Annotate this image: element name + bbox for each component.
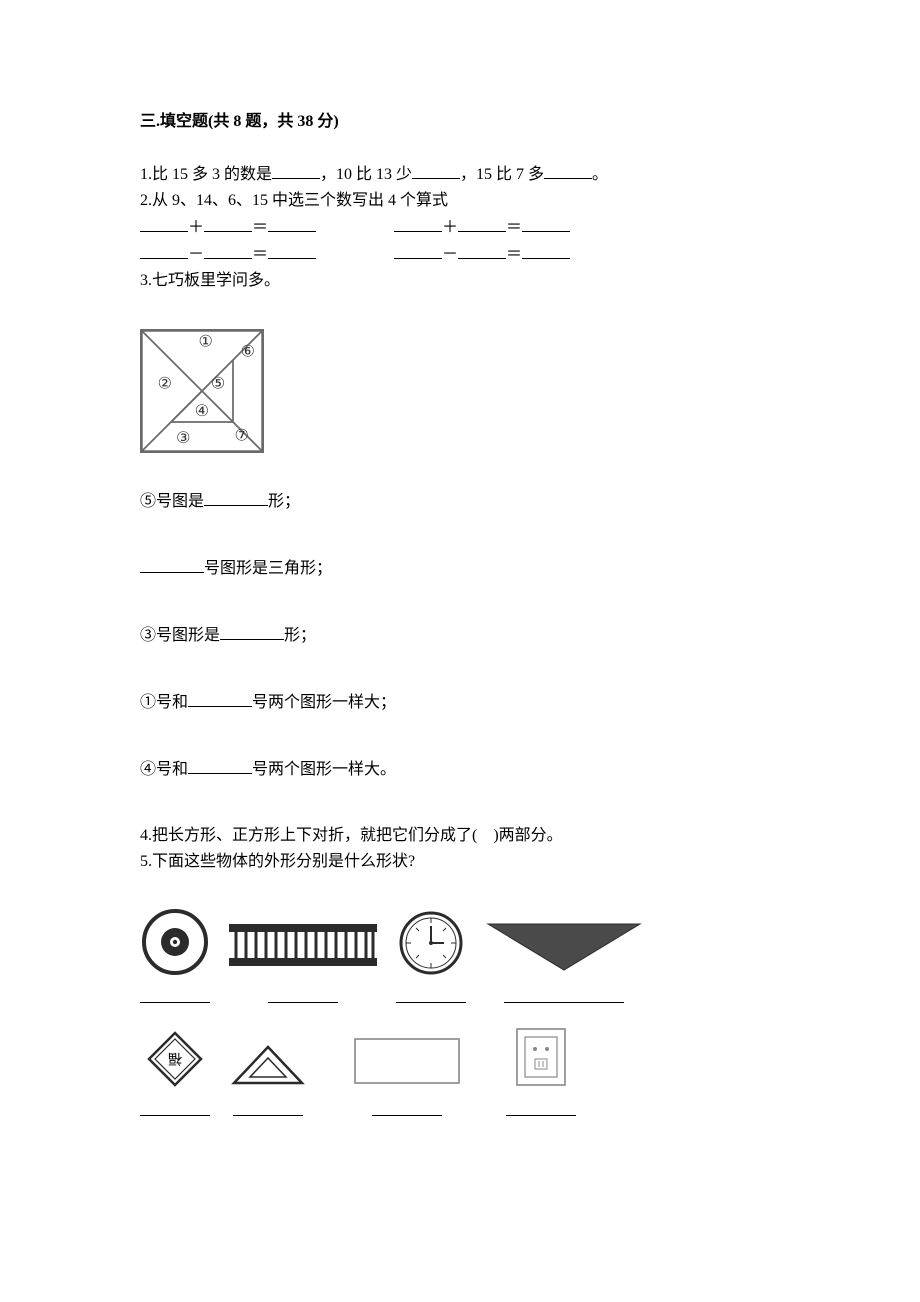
q2-blank [268,242,316,259]
q2-blank [458,242,506,259]
q2-title: 2.从 9、14、6、15 中选三个数写出 4 个算式 [140,189,780,213]
q1-blank-3 [544,162,592,179]
q2-row2: － ＝ － ＝ [140,242,780,267]
q2-op: ＝ [506,246,522,263]
shape-blank [268,986,338,1003]
shape-socket [506,1025,576,1116]
svg-text:福: 福 [168,1050,182,1066]
q3-l5a: ④号和 [140,761,188,778]
q3-blank [188,690,252,707]
q2-op: ＋ [188,219,204,236]
q1-mid1: ，10 比 13 少 [320,166,412,183]
shape-blank [140,1099,210,1116]
shape-triangle-ruler [228,1039,308,1116]
shapes-row-1 [140,908,780,1003]
q1-prefix: 1.比 15 多 3 的数是 [140,166,272,183]
q3-l1a: ⑤号图是 [140,493,204,510]
shape-blank [372,1099,442,1116]
q2-blank [140,215,188,232]
q2-op: ＋ [442,219,458,236]
shape-diamond-fu: 福 [140,1029,210,1116]
tangram-figure: ① ② ③ ④ ⑤ ⑥ ⑦ [140,329,780,453]
shape-blank [506,1099,576,1116]
q2-blank [140,242,188,259]
q1-suffix: 。 [592,166,608,183]
q4-line: 4.把长方形、正方形上下对折，就把它们分成了( )两部分。 [140,824,780,848]
q2-blank [204,215,252,232]
q3-l4a: ①号和 [140,694,188,711]
q2-op: ＝ [252,219,268,236]
section-title: 三.填空题(共 8 题，共 38 分) [140,110,780,134]
shape-abacus [228,914,378,1003]
q3-l4b: 号两个图形一样大； [252,694,396,711]
q1-line: 1.比 15 多 3 的数是 ，10 比 13 少 ，15 比 7 多 。 [140,162,780,187]
shapes-row-2: 福 [140,1025,780,1116]
shape-clock [396,910,466,1003]
tangram-label-7: ⑦ [234,428,248,445]
q2-blank [522,215,570,232]
q1-mid2: ，15 比 7 多 [460,166,544,183]
shape-blank [140,986,210,1003]
q4-text-a: 4.把长方形、正方形上下对折，就把它们分成了( [140,827,477,844]
tangram-label-2: ② [158,376,172,393]
shape-blank [233,1099,303,1116]
q2-blank [204,242,252,259]
q1-blank-1 [272,162,320,179]
shape-rectangle [352,1033,462,1116]
q3-title: 3.七巧板里学问多。 [140,269,780,293]
q3-l1b: 形； [268,493,300,510]
q3-blank [204,489,268,506]
shape-blank [396,986,466,1003]
q3-blank [140,556,204,573]
q3-blank [220,623,284,640]
q1-blank-2 [412,162,460,179]
q2-op: ＝ [252,246,268,263]
q2-op: － [442,246,458,263]
tangram-label-5: ⑤ [211,376,225,393]
shape-blank [504,986,624,1003]
q3-l5b: 号两个图形一样大。 [252,761,396,778]
shape-disc [140,908,210,1003]
q3-blank [188,757,252,774]
q5-title: 5.下面这些物体的外形分别是什么形状? [140,850,780,874]
q2-blank [522,242,570,259]
q4-text-b: )两部分。 [493,827,562,844]
shape-triangle-flag [484,920,644,1003]
q3-l3b: 形； [284,627,316,644]
q2-op: － [188,246,204,263]
q2-blank [268,215,316,232]
tangram-label-3: ③ [176,430,190,447]
q2-blank [394,215,442,232]
q2-op: ＝ [506,219,522,236]
q2-blank [394,242,442,259]
tangram-label-6: ⑥ [241,343,255,360]
tangram-label-4: ④ [195,403,209,420]
q3-l2b: 号图形是三角形； [204,560,332,577]
q3-l3a: ③号图形是 [140,627,220,644]
q2-blank [458,215,506,232]
q2-row1: ＋ ＝ ＋ ＝ [140,215,780,240]
q3-sublines: ⑤号图是形； 号图形是三角形； ③号图形是形； ①号和号两个图形一样大； ④号和… [140,489,780,782]
tangram-label-1: ① [198,333,212,350]
